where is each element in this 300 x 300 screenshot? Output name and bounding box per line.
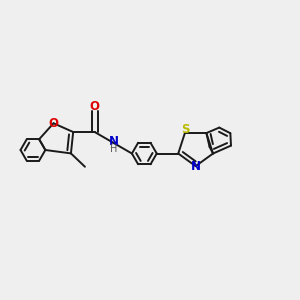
Text: N: N xyxy=(109,135,119,148)
Text: O: O xyxy=(90,100,100,113)
Text: N: N xyxy=(191,160,201,173)
Text: O: O xyxy=(49,117,58,130)
Text: S: S xyxy=(181,123,189,136)
Text: H: H xyxy=(110,144,118,154)
